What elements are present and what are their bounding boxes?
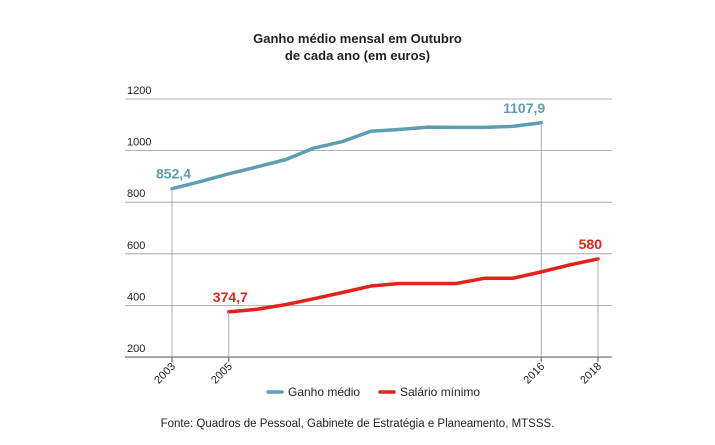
x-tick-label: 2016 (522, 361, 548, 387)
y-tick-label: 800 (127, 188, 145, 200)
data-label: 374,7 (213, 289, 248, 305)
y-tick-label: 1200 (127, 85, 151, 97)
x-tick-label: 2003 (152, 361, 178, 387)
y-tick-label: 1000 (127, 137, 151, 149)
chart-title: Ganho médio mensal em Outubro (253, 31, 462, 46)
x-tick-label: 2005 (209, 361, 235, 387)
data-label: 852,4 (156, 166, 191, 182)
x-tick-label: 2018 (578, 361, 604, 387)
legend-label: Ganho médio (288, 385, 360, 399)
source-note: Fonte: Quadros de Pessoal, Gabinete de E… (160, 418, 555, 430)
y-tick-label: 200 (127, 343, 145, 355)
series-line (227, 257, 600, 314)
data-label: 1107,9 (503, 100, 545, 116)
legend-label: Salário mínimo (400, 385, 480, 399)
data-label: 580 (579, 236, 603, 252)
chart-subtitle: de cada ano (em euros) (284, 48, 431, 63)
y-tick-label: 600 (127, 240, 145, 252)
series-line (170, 121, 543, 191)
y-tick-label: 400 (127, 291, 145, 303)
